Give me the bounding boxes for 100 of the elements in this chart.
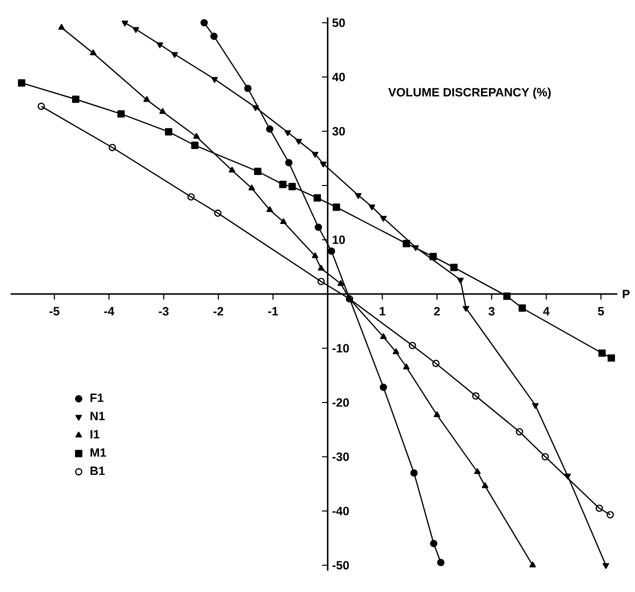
legend-label: F1 bbox=[90, 394, 104, 402]
point bbox=[564, 474, 571, 480]
point bbox=[72, 96, 80, 103]
point bbox=[295, 138, 302, 145]
x-tick-label: 2 bbox=[434, 307, 440, 316]
point bbox=[200, 19, 208, 26]
y-axis-title: VOLUME DISCREPANCY (%) bbox=[388, 88, 551, 99]
point bbox=[402, 240, 410, 248]
y-tick-label: -50 bbox=[332, 560, 349, 570]
legend-label: M1 bbox=[90, 448, 106, 457]
point bbox=[518, 304, 526, 312]
point bbox=[244, 84, 252, 92]
x-tick-label: -5 bbox=[50, 307, 60, 316]
point bbox=[432, 360, 440, 368]
point bbox=[608, 354, 615, 362]
point bbox=[450, 264, 458, 272]
point bbox=[462, 306, 470, 312]
y-tick-label: -40 bbox=[332, 506, 349, 516]
y-tick-label: -10 bbox=[332, 344, 349, 352]
y-tick-label: 30 bbox=[332, 126, 345, 136]
point bbox=[254, 168, 262, 176]
point bbox=[529, 562, 536, 568]
x-axis-title: P bbox=[622, 290, 630, 298]
point bbox=[332, 204, 340, 211]
point bbox=[18, 79, 26, 87]
point bbox=[58, 24, 65, 30]
point bbox=[596, 504, 603, 512]
point bbox=[144, 96, 150, 102]
point bbox=[164, 128, 172, 136]
point bbox=[429, 252, 437, 260]
point bbox=[279, 180, 287, 188]
point bbox=[410, 469, 418, 477]
legend-label: N1 bbox=[90, 412, 105, 420]
point bbox=[117, 110, 125, 118]
point bbox=[193, 133, 200, 139]
point bbox=[312, 152, 318, 158]
point bbox=[598, 349, 606, 357]
point bbox=[317, 278, 325, 286]
point bbox=[380, 384, 388, 391]
point bbox=[285, 159, 293, 166]
point bbox=[211, 77, 218, 83]
point bbox=[122, 20, 128, 26]
point bbox=[228, 166, 236, 172]
x-tick-label: -3 bbox=[158, 307, 169, 316]
point bbox=[482, 482, 488, 488]
point bbox=[403, 364, 410, 370]
point bbox=[288, 182, 296, 190]
point bbox=[248, 184, 255, 190]
point bbox=[412, 245, 419, 252]
point bbox=[434, 411, 440, 418]
point bbox=[408, 342, 416, 350]
point bbox=[532, 403, 539, 409]
point bbox=[210, 32, 218, 40]
point bbox=[472, 392, 480, 400]
point bbox=[318, 264, 324, 271]
point bbox=[314, 224, 322, 231]
x-tick-label: -2 bbox=[213, 307, 224, 316]
point bbox=[380, 216, 387, 222]
point bbox=[503, 292, 511, 300]
point bbox=[159, 108, 166, 114]
point bbox=[280, 218, 287, 224]
x-tick-label: -1 bbox=[268, 307, 278, 316]
y-tick-label: 10 bbox=[332, 235, 345, 244]
x-tick-label: 5 bbox=[598, 307, 604, 316]
legend-label: B1 bbox=[90, 466, 105, 475]
point bbox=[380, 333, 387, 339]
point bbox=[516, 428, 524, 436]
point bbox=[328, 247, 336, 255]
point bbox=[284, 130, 292, 136]
point bbox=[602, 563, 610, 569]
point bbox=[156, 42, 164, 48]
point bbox=[338, 280, 344, 286]
point bbox=[108, 144, 116, 152]
point bbox=[191, 142, 199, 150]
point bbox=[314, 194, 321, 202]
x-tick-label: 4 bbox=[543, 307, 550, 316]
point bbox=[214, 209, 222, 217]
point bbox=[368, 204, 376, 210]
y-tick-label: -30 bbox=[332, 452, 349, 461]
x-tick-label: 3 bbox=[488, 307, 495, 316]
point bbox=[355, 193, 362, 199]
point bbox=[320, 162, 327, 168]
point bbox=[474, 468, 481, 474]
point bbox=[171, 52, 178, 58]
point bbox=[312, 252, 318, 258]
point bbox=[132, 27, 140, 33]
point bbox=[266, 206, 273, 212]
y-tick-label: 40 bbox=[332, 72, 345, 82]
point bbox=[252, 105, 259, 112]
point bbox=[90, 49, 96, 56]
point bbox=[392, 348, 400, 354]
point bbox=[266, 125, 274, 133]
point bbox=[457, 278, 464, 284]
y-tick-label: -20 bbox=[332, 398, 349, 407]
point bbox=[542, 453, 549, 460]
y-tick-label: 50 bbox=[332, 18, 345, 28]
point bbox=[187, 193, 195, 201]
point bbox=[437, 558, 444, 566]
x-tick-label: -4 bbox=[104, 307, 114, 316]
legend-label: I1 bbox=[90, 430, 100, 438]
